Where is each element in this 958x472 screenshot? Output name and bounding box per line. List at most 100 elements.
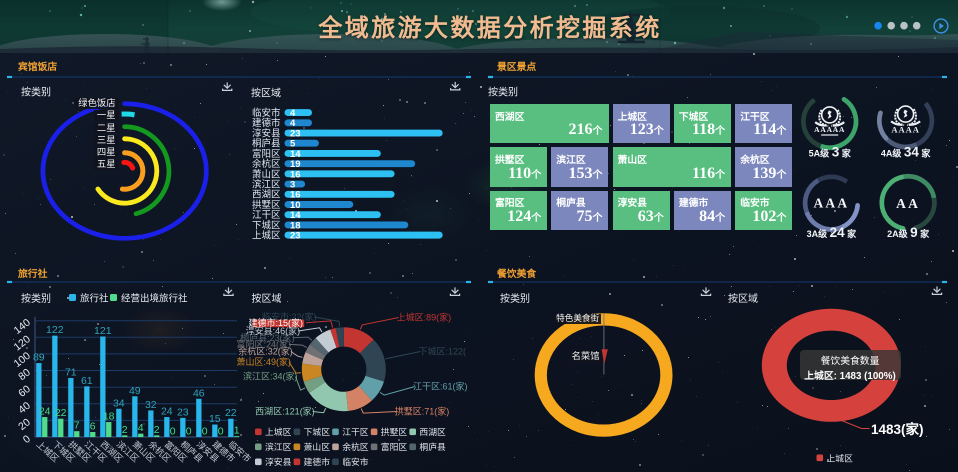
svg-text:按类别: 按类别	[21, 86, 51, 99]
svg-text:西湖区: 西湖区	[252, 190, 281, 201]
svg-text:按区域: 按区域	[251, 87, 281, 100]
svg-text:120: 120	[12, 333, 33, 353]
svg-text:20: 20	[16, 416, 33, 433]
svg-text:富阳区: 富阳区	[381, 441, 408, 452]
svg-text:下城区:122(: 下城区:122(	[419, 347, 467, 357]
svg-text:4A级 34 家: 4A级 34 家	[881, 145, 932, 160]
svg-text:7: 7	[74, 420, 80, 432]
svg-text:16: 16	[290, 190, 301, 201]
svg-text:23: 23	[290, 128, 301, 139]
svg-text:2A级 9 家: 2A级 9 家	[887, 225, 930, 240]
svg-text:18: 18	[290, 220, 301, 231]
svg-text:建德市: 建德市	[252, 117, 281, 129]
svg-text:1: 1	[234, 425, 240, 437]
svg-text:23: 23	[290, 231, 301, 242]
svg-text:临安市:22(家): 临安市:22(家)	[262, 311, 317, 322]
svg-text:余杭区:32(家): 余杭区:32(家)	[238, 346, 293, 357]
svg-text:江干区:61(家): 江干区:61(家)	[413, 381, 468, 392]
svg-text:上城区: 上城区	[252, 231, 281, 242]
svg-text:22: 22	[55, 407, 67, 419]
svg-text:46: 46	[193, 387, 205, 399]
svg-text:淳安县: 淳安县	[252, 127, 281, 139]
svg-text:AA: AA	[896, 196, 920, 211]
svg-text:余杭区: 余杭区	[342, 441, 369, 452]
svg-text:按区域: 按区域	[728, 292, 758, 305]
svg-text:10: 10	[290, 200, 301, 211]
svg-text:6: 6	[90, 421, 96, 433]
svg-text:34: 34	[113, 397, 125, 409]
svg-text:江干区: 江干区	[342, 427, 369, 437]
svg-text:16: 16	[290, 169, 301, 180]
svg-text:旅行社: 旅行社	[80, 293, 109, 305]
svg-text:临安市: 临安市	[342, 456, 369, 467]
svg-text:建德市: 建德市	[304, 456, 331, 467]
svg-text:89: 89	[33, 352, 45, 364]
svg-text:经营出境旅行社: 经营出境旅行社	[121, 293, 188, 305]
svg-text:4: 4	[290, 118, 296, 129]
svg-text:19: 19	[290, 159, 301, 170]
svg-text:桐庐县: 桐庐县	[419, 441, 446, 452]
svg-text:5A级 3 家: 5A级 3 家	[809, 145, 852, 160]
svg-text:上城区:89(家): 上城区:89(家)	[397, 312, 452, 323]
svg-text:萧山区: 萧山区	[252, 168, 281, 180]
svg-text:旅行社: 旅行社	[17, 267, 48, 280]
svg-text:61: 61	[81, 375, 93, 387]
svg-text:2: 2	[154, 424, 160, 436]
svg-text:滨江区:34(家): 滨江区:34(家)	[243, 371, 298, 382]
svg-text:23: 23	[177, 406, 189, 418]
svg-text:淳安县:46(家): 淳安县:46(家)	[246, 325, 301, 336]
svg-text:0: 0	[170, 426, 176, 438]
svg-text:富阳区:24(家): 富阳区:24(家)	[236, 338, 291, 349]
svg-text:18: 18	[103, 411, 115, 423]
svg-text:14: 14	[290, 210, 301, 221]
svg-text:按类别: 按类别	[21, 292, 51, 305]
svg-text:71: 71	[65, 367, 77, 379]
svg-text:拱墅区:71(家): 拱墅区:71(家)	[395, 406, 450, 417]
svg-text:西湖区:121(家): 西湖区:121(家)	[255, 406, 315, 417]
svg-text:萧山区: 萧山区	[304, 441, 331, 452]
svg-text:1483(家): 1483(家)	[871, 421, 924, 437]
svg-text:富阳区: 富阳区	[252, 148, 281, 160]
svg-text:餐饮美食: 餐饮美食	[496, 267, 536, 280]
svg-text:49: 49	[129, 385, 141, 397]
svg-text:100: 100	[12, 350, 33, 370]
svg-text:按类别: 按类别	[500, 292, 530, 305]
svg-text:0: 0	[21, 433, 33, 446]
svg-text:3: 3	[290, 179, 295, 190]
svg-text:2: 2	[122, 424, 128, 436]
svg-text:建德市:15(家): 建德市:15(家)	[248, 317, 303, 328]
svg-text:32: 32	[145, 399, 157, 411]
svg-text:24: 24	[161, 406, 173, 418]
svg-text:江干区: 江干区	[252, 210, 281, 221]
svg-text:4: 4	[138, 422, 144, 434]
svg-text:AAA: AAA	[813, 196, 849, 211]
svg-text:22: 22	[225, 407, 237, 419]
svg-text:下城区: 下城区	[304, 427, 331, 437]
svg-text:60: 60	[16, 383, 33, 400]
svg-text:西湖区: 西湖区	[419, 427, 446, 437]
svg-text:按类别: 按类别	[488, 86, 518, 99]
svg-text:桐庐县: 桐庐县	[252, 138, 281, 150]
svg-text:0: 0	[218, 426, 224, 438]
svg-text:上城区: 上城区	[265, 427, 292, 437]
svg-text:按区域: 按区域	[252, 292, 282, 305]
svg-text:宾馆饭店: 宾馆饭店	[18, 60, 57, 73]
svg-text:0: 0	[202, 426, 208, 438]
svg-text:AAAA: AAAA	[891, 125, 920, 135]
svg-text:临安市: 临安市	[252, 107, 281, 119]
svg-text:121: 121	[94, 325, 112, 337]
svg-text:AAAAA: AAAAA	[814, 125, 845, 134]
svg-text:余杭区: 余杭区	[252, 158, 281, 170]
svg-text:萧山区:49(家): 萧山区:49(家)	[236, 356, 291, 367]
svg-text:122: 122	[46, 324, 64, 336]
svg-text:滨江区: 滨江区	[265, 441, 292, 452]
svg-text:140: 140	[12, 317, 33, 337]
svg-text:拱墅区: 拱墅区	[381, 426, 408, 437]
svg-text:下城区: 下城区	[252, 220, 281, 231]
svg-text:15: 15	[209, 413, 221, 425]
svg-text:淳安县: 淳安县	[265, 456, 292, 467]
svg-text:24: 24	[39, 406, 51, 418]
svg-text:5: 5	[290, 139, 296, 150]
svg-text:0: 0	[186, 426, 192, 438]
svg-text:3A级 24 家: 3A级 24 家	[807, 225, 858, 240]
